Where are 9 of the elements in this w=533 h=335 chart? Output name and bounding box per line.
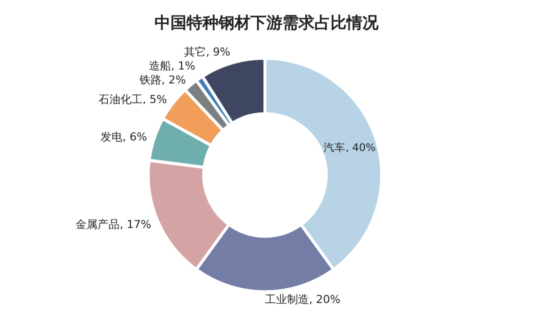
slice-label: 造船, 1%: [148, 59, 196, 72]
slice-label: 石油化工, 5%: [98, 92, 168, 106]
slice-label: 汽车, 40%: [324, 141, 376, 154]
slice-label: 金属产品, 17%: [76, 218, 152, 232]
slice-label: 铁路, 2%: [138, 73, 186, 86]
slice-label: 其它, 9%: [184, 45, 230, 58]
slice-label: 工业制造, 20%: [265, 292, 340, 306]
chart-title: 中国特种钢材下游需求占比情况: [154, 13, 380, 32]
slice-label: 发电, 6%: [100, 130, 148, 144]
